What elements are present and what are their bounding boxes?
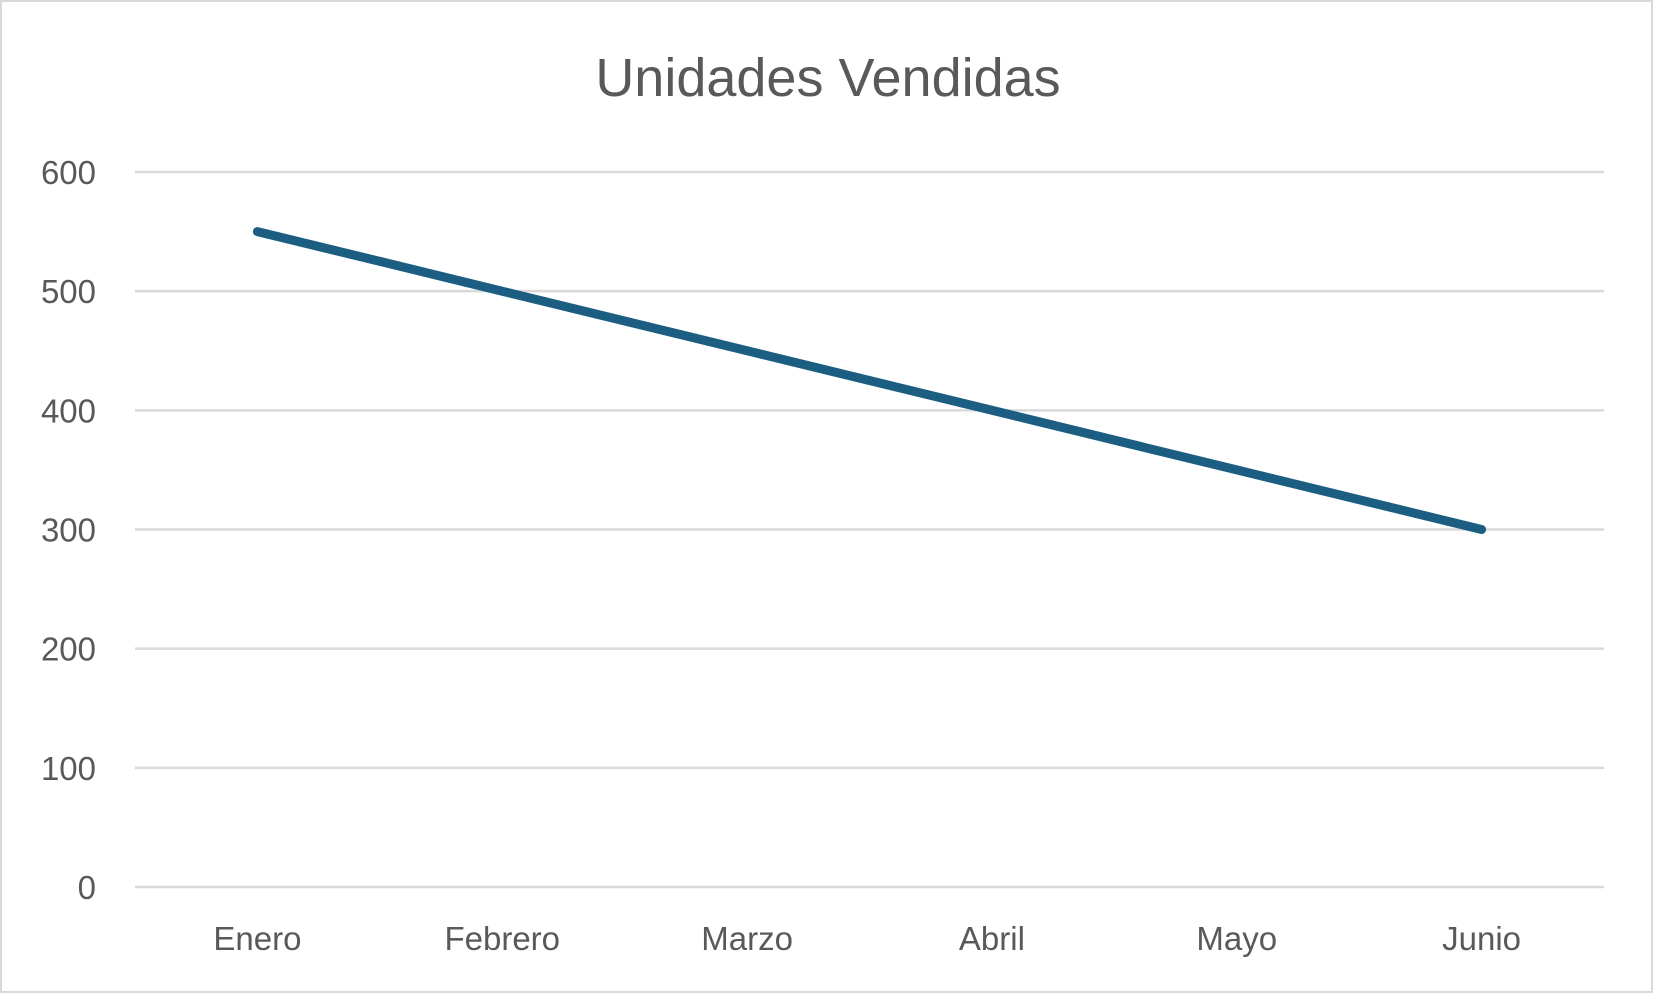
x-tick-label: Abril [959,920,1025,957]
x-axis-ticks: Enero Febrero Marzo Abril Mayo Junio [213,920,1521,957]
y-tick-label: 0 [78,869,96,906]
y-tick-label: 100 [41,750,96,787]
x-tick-label: Marzo [701,920,793,957]
y-tick-label: 400 [41,392,96,429]
x-tick-label: Febrero [444,920,560,957]
gridlines [135,172,1604,887]
x-tick-label: Mayo [1196,920,1277,957]
chart-title: Unidades Vendidas [595,48,1060,108]
y-tick-label: 600 [41,154,96,191]
x-tick-label: Enero [213,920,301,957]
y-axis-ticks: 0 100 200 300 400 500 600 [41,154,96,906]
y-tick-label: 200 [41,631,96,668]
y-tick-label: 300 [41,512,96,549]
x-tick-label: Junio [1442,920,1521,957]
series-line [257,232,1481,530]
series-layer [257,231,1481,529]
y-tick-label: 500 [41,273,96,310]
